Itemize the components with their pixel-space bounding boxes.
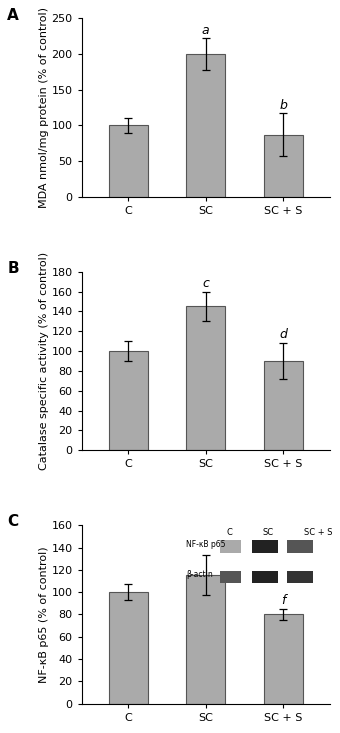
Bar	[264, 135, 303, 196]
Bar	[186, 575, 225, 704]
Text: B: B	[7, 261, 19, 276]
Text: b: b	[279, 99, 287, 112]
Bar	[109, 351, 148, 450]
Bar	[264, 361, 303, 450]
Y-axis label: NF-κB p65 (% of control): NF-κB p65 (% of control)	[39, 546, 49, 682]
Text: d: d	[279, 328, 287, 341]
Bar	[109, 592, 148, 704]
Bar	[264, 614, 303, 704]
Bar	[186, 54, 225, 196]
Bar	[109, 125, 148, 196]
Text: a: a	[202, 24, 209, 37]
Text: C: C	[7, 515, 18, 529]
Text: A: A	[7, 7, 19, 23]
Y-axis label: MDA nmol/mg protein (% of control): MDA nmol/mg protein (% of control)	[39, 7, 49, 208]
Bar	[186, 306, 225, 450]
Text: c: c	[202, 276, 209, 290]
Y-axis label: Catalase specific activity (% of control): Catalase specific activity (% of control…	[39, 252, 49, 470]
Text: f: f	[281, 594, 286, 607]
